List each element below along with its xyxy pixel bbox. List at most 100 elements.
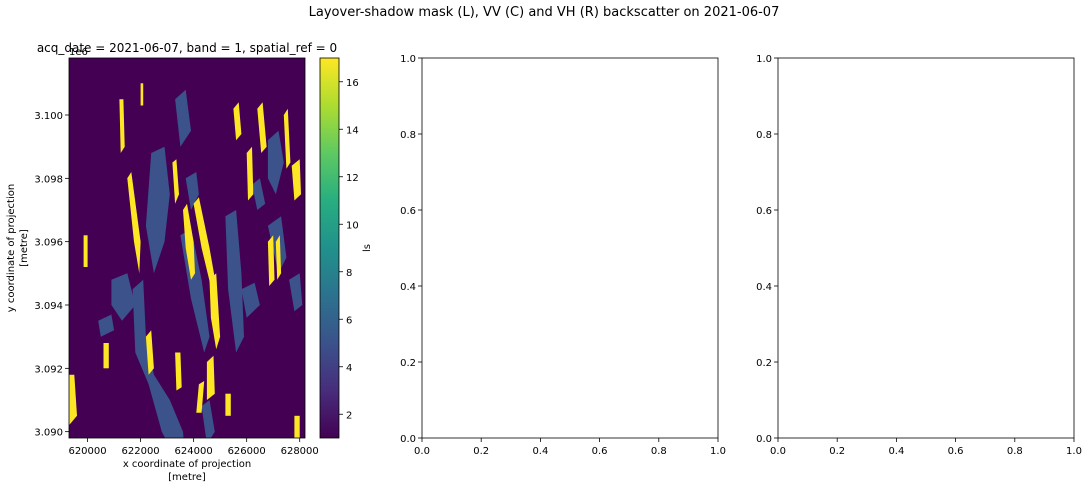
mask-map-frame xyxy=(68,57,306,439)
vv-ytick-label-5: 1.0 xyxy=(400,54,416,65)
mask-xlabel-line2: [metre] xyxy=(168,472,206,483)
vv-ytick-label-3: 0.6 xyxy=(400,206,416,217)
mask-y-axis: 3.090 3.092 3.094 3.096 3.098 3.100 xyxy=(34,111,69,439)
colorbar-tick-label-1: 4 xyxy=(346,363,352,374)
mask-mid-region-10 xyxy=(289,273,303,312)
vv-xtick-label-3: 0.6 xyxy=(592,446,608,457)
mask-x-axis: 620000 622000 624000 626000 628000 xyxy=(68,438,319,457)
vh-ytick-label-4: 0.8 xyxy=(756,130,772,141)
figure-suptitle: Layover-shadow mask (L), VV (C) and VH (… xyxy=(308,5,780,20)
colorbar-label: ls xyxy=(362,244,373,252)
mask-xtick-label-4: 628000 xyxy=(281,446,319,457)
vh-ytick-label-0: 0.0 xyxy=(756,434,772,445)
mask-mid-region-7 xyxy=(241,282,260,318)
mask-ytick-label-1: 3.092 xyxy=(34,364,63,375)
mask-bright-region-26 xyxy=(267,235,275,286)
mask-xtick-label-3: 626000 xyxy=(228,446,266,457)
vh-panel: 0.0 0.2 0.4 0.6 0.8 1.0 0.0 0.2 0.4 0.6 0.8 1.0 xyxy=(756,54,1082,457)
vh-xtick-label-4: 0.8 xyxy=(1007,446,1023,457)
colorbar-gradient xyxy=(320,58,339,438)
vh-ytick-label-5: 1.0 xyxy=(756,54,772,65)
vh-ytick-label-3: 0.6 xyxy=(756,206,772,217)
vv-xtick-label-2: 0.4 xyxy=(532,446,548,457)
mask-bright-region-30 xyxy=(69,374,77,426)
colorbar: 2 4 6 8 10 12 14 16 ls xyxy=(319,57,373,439)
mask-mid-region-8 xyxy=(267,130,284,195)
mask-bright-region-21 xyxy=(206,355,215,400)
mask-bright-region-31 xyxy=(83,235,88,267)
vh-xtick-label-1: 0.2 xyxy=(829,446,845,457)
mask-ytick-label-2: 3.094 xyxy=(34,301,63,312)
vh-xtick-label-5: 1.0 xyxy=(1066,446,1082,457)
mask-bright-region-33 xyxy=(175,352,182,391)
mask-mid-region-11 xyxy=(252,178,266,210)
colorbar-tick-label-5: 12 xyxy=(346,173,359,184)
mask-xlabel-line1: x coordinate of projection xyxy=(123,459,251,470)
mask-mid-region-12 xyxy=(201,400,215,438)
mask-mid-region-13 xyxy=(98,314,115,337)
vv-xtick-label-0: 0.0 xyxy=(414,446,430,457)
colorbar-frame xyxy=(319,57,340,439)
mask-bright-region-28 xyxy=(291,159,301,201)
mask-bright-region-18 xyxy=(183,203,195,280)
mask-regions xyxy=(69,83,303,438)
mask-bright-region-16 xyxy=(145,330,154,375)
mask-ylabel-line2: [metre] xyxy=(19,229,30,267)
mask-xtick-label-1: 622000 xyxy=(122,446,160,457)
colorbar-tick-label-3: 8 xyxy=(346,268,352,279)
vh-xtick-label-2: 0.4 xyxy=(888,446,904,457)
vv-ytick-label-2: 0.4 xyxy=(400,282,416,293)
mask-xtick-label-2: 624000 xyxy=(175,446,213,457)
mask-mid-region-5 xyxy=(180,229,210,353)
vh-xtick-label-0: 0.0 xyxy=(770,446,786,457)
vh-axes: 0.0 0.2 0.4 0.6 0.8 1.0 0.0 0.2 0.4 0.6 0.8 1.0 xyxy=(756,54,1082,457)
vv-ytick-label-1: 0.2 xyxy=(400,358,416,369)
vv-ytick-label-0: 0.0 xyxy=(400,434,416,445)
mask-mid-region-6 xyxy=(225,210,244,353)
vv-panel-frame xyxy=(421,57,719,439)
mask-bright-region-25 xyxy=(257,102,267,153)
mask-panel-title: acq_date = 2021-06-07, band = 1, spatial… xyxy=(37,41,337,55)
mask-bright-region-19 xyxy=(193,197,217,293)
vh-ytick-label-2: 0.4 xyxy=(756,282,772,293)
mask-mid-region-1 xyxy=(132,279,184,438)
vv-panel: 0.0 0.2 0.4 0.6 0.8 1.0 0.0 0.2 0.4 0.6 0.8 1.0 xyxy=(400,54,726,457)
mask-bright-region-23 xyxy=(233,102,242,141)
mask-ytick-label-0: 3.090 xyxy=(34,428,63,439)
mask-bright-region-29 xyxy=(275,235,282,280)
mask-bright-region-35 xyxy=(225,393,231,416)
mask-bright-region-15 xyxy=(127,172,141,274)
mask-bright-region-27 xyxy=(283,108,291,169)
vv-xtick-label-5: 1.0 xyxy=(710,446,726,457)
mask-mid-region-4 xyxy=(175,89,191,147)
mask-bright-region-24 xyxy=(246,146,254,201)
mask-bright-region-17 xyxy=(172,159,179,204)
mask-panel: acq_date = 2021-06-07, band = 1, spatial… xyxy=(6,41,337,483)
colorbar-tick-label-7: 16 xyxy=(346,78,359,89)
vv-axes: 0.0 0.2 0.4 0.6 0.8 1.0 0.0 0.2 0.4 0.6 0.8 1.0 xyxy=(400,54,726,457)
mask-ytick-label-4: 3.098 xyxy=(34,174,63,185)
mask-xtick-label-0: 620000 xyxy=(68,446,106,457)
mask-ytick-label-5: 3.100 xyxy=(34,111,63,122)
vv-xtick-label-4: 0.8 xyxy=(651,446,667,457)
mask-bright-region-36 xyxy=(294,415,300,438)
colorbar-tick-label-4: 10 xyxy=(346,220,359,231)
mask-bright-region-22 xyxy=(196,381,205,413)
vv-xtick-label-1: 0.2 xyxy=(473,446,489,457)
colorbar-tick-label-6: 14 xyxy=(346,125,359,136)
mask-bright-region-20 xyxy=(209,273,221,350)
mask-ylabel-line1: y coordinate of projection xyxy=(6,184,17,312)
mask-bright-region-34 xyxy=(140,83,144,106)
vh-xtick-label-3: 0.6 xyxy=(948,446,964,457)
vh-ytick-label-1: 0.2 xyxy=(756,358,772,369)
mask-ytick-label-3: 3.096 xyxy=(34,238,63,249)
vh-panel-frame xyxy=(777,57,1075,439)
mask-bright-region-32 xyxy=(103,343,109,369)
mask-mid-region-2 xyxy=(111,273,136,321)
mask-mid-region-3 xyxy=(185,172,199,210)
vv-ytick-label-4: 0.8 xyxy=(400,130,416,141)
colorbar-tick-label-0: 2 xyxy=(346,410,352,421)
mask-bright-region-14 xyxy=(119,99,125,153)
colorbar-tick-label-2: 6 xyxy=(346,315,352,326)
